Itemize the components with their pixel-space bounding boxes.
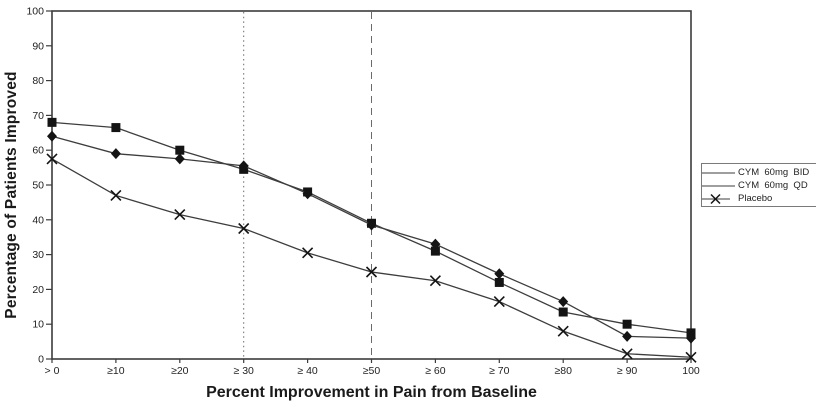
marker-square-cym-60mg-bid — [47, 117, 57, 127]
marker-diamond-cym-60mg-qd — [302, 188, 313, 200]
marker-diamond-cym-60mg-qd — [110, 148, 121, 160]
legend: CYM 60mg BID CYM 60mg QD Placebo — [701, 163, 816, 207]
marker-x-placebo — [174, 209, 186, 221]
legend-item-placebo: Placebo — [702, 192, 816, 205]
y-tick-label: 0 — [38, 354, 44, 366]
marker-x-placebo — [685, 351, 697, 363]
marker-square-cym-60mg-bid — [494, 277, 504, 287]
marker-x-placebo — [46, 153, 58, 165]
y-tick-label: 20 — [32, 284, 44, 296]
series-line-cym-60mg-qd — [51, 135, 692, 339]
marker-diamond-cym-60mg-qd — [238, 160, 249, 172]
legend-label: Placebo — [738, 193, 773, 204]
marker-diamond-cym-60mg-qd — [686, 332, 696, 344]
x-tick-label: ≥ 30 — [234, 365, 255, 377]
marker-square-cym-60mg-bid — [175, 145, 185, 155]
x-tick-label: ≥ 70 — [489, 365, 510, 377]
x-tick-label: ≥ 60 — [425, 365, 446, 377]
marker-diamond-cym-60mg-qd — [622, 330, 633, 342]
marker-x-placebo — [365, 266, 378, 278]
x-tick-label: ≥20 — [171, 365, 189, 377]
marker-diamond-cym-60mg-qd — [494, 268, 505, 280]
line-glyph — [702, 184, 735, 187]
marker-diamond-cym-60mg-qd — [430, 238, 441, 250]
marker-x-placebo — [621, 348, 633, 360]
y-tick-label: 60 — [32, 145, 44, 157]
x-tick-label: ≥80 — [554, 365, 572, 377]
y-tick-label: 80 — [32, 75, 44, 87]
x-tick-label: ≥ 90 — [617, 365, 638, 377]
marker-square-cym-60mg-bid — [558, 307, 568, 317]
line-glyph — [702, 171, 735, 174]
marker-x-placebo — [557, 325, 569, 337]
x-tick-label: ≥ 40 — [297, 365, 318, 377]
marker-diamond-cym-60mg-qd — [558, 296, 569, 308]
legend-label: CYM 60mg QD — [738, 180, 808, 191]
marker-x-placebo — [302, 247, 314, 259]
marker-x-placebo — [429, 275, 441, 287]
x-tick-label: ≥10 — [107, 365, 125, 377]
marker-diamond-cym-60mg-qd — [174, 153, 185, 165]
x-marker-glyph — [702, 193, 730, 204]
y-tick-label: 40 — [32, 214, 44, 226]
y-tick-label: 100 — [26, 6, 44, 18]
x-tick-label: ≥50 — [363, 365, 381, 377]
marker-square-cym-60mg-bid — [111, 123, 121, 133]
y-tick-label: 90 — [32, 40, 44, 52]
marker-diamond-cym-60mg-qd — [366, 219, 377, 231]
marker-x-placebo — [110, 189, 122, 202]
marker-square-cym-60mg-bid — [622, 319, 632, 329]
marker-diamond-cym-60mg-qd — [47, 130, 57, 142]
y-tick-label: 50 — [32, 180, 44, 192]
y-tick-label: 10 — [32, 319, 44, 331]
y-tick-label: 70 — [32, 110, 44, 122]
x-tick-label: > 0 — [45, 365, 60, 377]
marker-x-placebo — [493, 296, 505, 308]
marker-square-cym-60mg-bid — [430, 246, 440, 256]
marker-x-placebo — [238, 222, 250, 235]
x-axis-title: Percent Improvement in Pain from Baselin… — [206, 384, 537, 401]
x-tick-label: 100 — [682, 365, 700, 377]
legend-item-cym-60mg-bid: CYM 60mg BID — [702, 166, 816, 179]
legend-label: CYM 60mg BID — [738, 167, 810, 178]
y-tick-label: 30 — [32, 249, 44, 261]
legend-item-cym-60mg-qd: CYM 60mg QD — [702, 179, 816, 192]
